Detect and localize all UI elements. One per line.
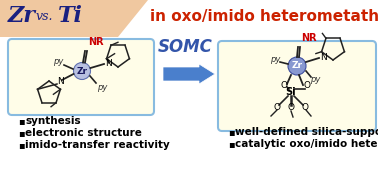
Text: O: O [302, 102, 308, 112]
Text: N: N [57, 77, 64, 87]
Text: imido-transfer reactivity: imido-transfer reactivity [25, 140, 170, 150]
Text: N: N [105, 59, 112, 67]
Text: N: N [320, 53, 327, 61]
Polygon shape [0, 0, 148, 37]
FancyBboxPatch shape [8, 39, 154, 115]
FancyBboxPatch shape [218, 41, 376, 131]
Circle shape [73, 63, 90, 80]
Text: py: py [97, 83, 107, 91]
Text: Zr: Zr [76, 67, 87, 75]
Text: Zr: Zr [8, 5, 36, 27]
Text: ▪: ▪ [18, 128, 25, 138]
Text: ▪: ▪ [228, 127, 235, 137]
Text: O: O [304, 81, 310, 91]
Text: ▪: ▪ [228, 139, 235, 149]
Text: ▪: ▪ [18, 140, 25, 150]
Text: NR: NR [301, 33, 317, 43]
Text: py: py [310, 74, 320, 84]
Circle shape [288, 57, 306, 75]
Text: synthesis: synthesis [25, 116, 81, 126]
Text: Ti: Ti [58, 5, 83, 27]
Text: py: py [270, 56, 280, 64]
Text: O: O [274, 102, 280, 112]
Text: O: O [288, 104, 294, 112]
Text: NR: NR [88, 37, 104, 47]
Text: vs.: vs. [36, 11, 54, 23]
Text: O: O [280, 81, 288, 90]
Text: py: py [53, 57, 63, 67]
Text: Zr: Zr [291, 61, 302, 70]
Text: ▪: ▪ [18, 116, 25, 126]
Text: in oxo/imido heterometathesis: in oxo/imido heterometathesis [150, 9, 378, 23]
FancyArrow shape [163, 64, 215, 84]
Text: catalytic oxo/imido heterometathesis: catalytic oxo/imido heterometathesis [235, 139, 378, 149]
Text: well-defined silica-supported species: well-defined silica-supported species [235, 127, 378, 137]
Text: Si: Si [286, 87, 296, 97]
Text: electronic structure: electronic structure [25, 128, 142, 138]
Text: SOMC: SOMC [158, 38, 212, 56]
